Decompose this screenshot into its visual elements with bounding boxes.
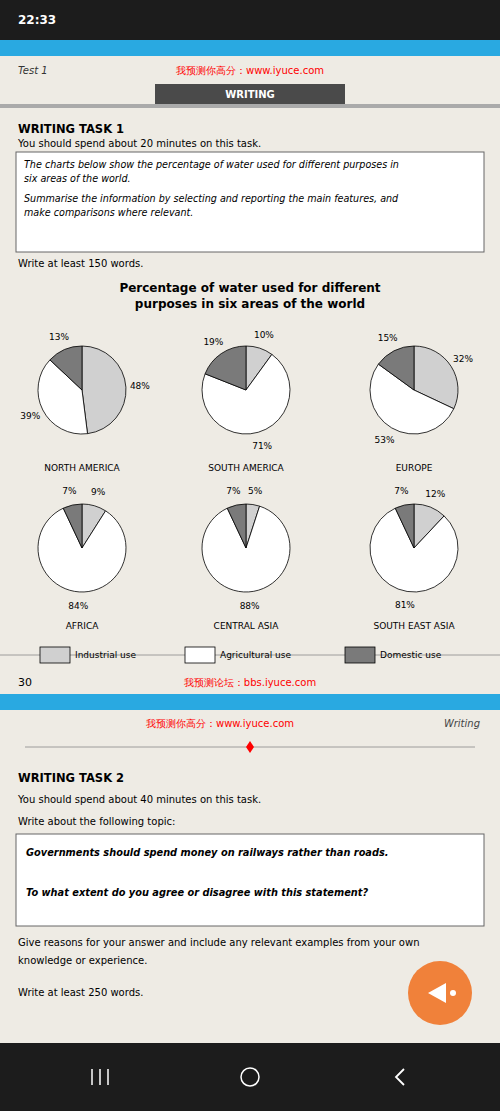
pie-slice (395, 504, 414, 548)
annotation: 22:33 (18, 13, 56, 27)
pie-slice (378, 346, 414, 390)
annotation: Test 1 (18, 65, 48, 76)
pie (202, 504, 290, 592)
annotation: Governments should spend money on railwa… (26, 847, 389, 858)
legend-swatch (345, 647, 375, 663)
data-label: 19% (203, 337, 223, 347)
data-label: 13% (49, 332, 69, 342)
page: 22:33 Test 1 我预测你高分：www.iyuce.com WRITING WR… (0, 0, 500, 1111)
pie-name: EUROPE (396, 463, 433, 473)
legend-swatch (185, 647, 215, 663)
data-label: 7% (62, 486, 77, 496)
pie-slice (50, 346, 82, 390)
divider-diamond (246, 741, 254, 753)
pie-slice (227, 504, 246, 548)
annotation: To what extent do you agree or disagree … (26, 887, 368, 898)
task-box (16, 834, 484, 926)
nav-menu-button[interactable] (99, 1069, 101, 1085)
pie-name: SOUTH AMERICA (208, 463, 284, 473)
data-label: 84% (68, 601, 88, 611)
band (0, 694, 500, 710)
annotation: WRITING TASK 2 (18, 771, 124, 785)
pie-name: NORTH AMERICA (44, 463, 120, 473)
annotation: 我预测论坛：bbs.iyuce.com (184, 677, 316, 688)
annotation: WRITING TASK 1 (18, 122, 124, 136)
pie-name: CENTRAL ASIA (214, 621, 280, 631)
data-label: 5% (248, 486, 263, 496)
annotation: You should spend about 20 minutes on thi… (17, 138, 261, 149)
status-bar (0, 0, 500, 40)
data-label: 71% (252, 441, 272, 451)
data-label: 12% (425, 489, 445, 499)
data-label: 15% (378, 333, 398, 343)
pie (370, 346, 458, 434)
annotation: 我预测你高分：www.iyuce.com (176, 65, 324, 76)
annotation: make comparisons where relevant. (24, 207, 193, 218)
nav-menu-button[interactable] (107, 1069, 109, 1085)
pie-slice (63, 504, 82, 548)
annotation: Write at least 250 words. (18, 987, 143, 998)
data-label: 81% (395, 600, 415, 610)
pie (202, 346, 290, 434)
annotation: 30 (18, 676, 32, 689)
pie (38, 504, 126, 592)
legend-swatch (40, 647, 70, 663)
nav-menu-button[interactable] (91, 1069, 93, 1085)
chart-title: Percentage of water used for different (119, 281, 380, 295)
annotation: The charts below show the percentage of … (24, 159, 399, 170)
task-box (16, 152, 484, 252)
annotation: 我预测你高分：www.iyuce.com (146, 718, 294, 729)
annotation: knowledge or experience. (18, 955, 147, 966)
annotation: Summarise the information by selecting a… (24, 193, 399, 204)
pie-slice (205, 346, 246, 390)
legend-entry: Industrial use (75, 650, 136, 660)
legend-entry: Domestic use (380, 650, 442, 660)
annotation: Give reasons for your answer and include… (18, 937, 420, 948)
data-label: 7% (226, 486, 241, 496)
top-band (0, 40, 500, 56)
data-label: 48% (130, 381, 150, 391)
annotation: Writing (444, 718, 480, 729)
data-label: 7% (394, 486, 409, 496)
pie-slice (82, 346, 126, 434)
data-label: 53% (374, 435, 394, 445)
share-icon (450, 990, 456, 996)
nav-back-button[interactable] (396, 1069, 404, 1085)
pie (370, 504, 458, 592)
pie (38, 346, 126, 434)
data-label: 39% (20, 411, 40, 421)
nav-bar (0, 1043, 500, 1111)
annotation: Write at least 150 words. (18, 258, 143, 269)
pie-name: SOUTH EAST ASIA (373, 621, 455, 631)
background (0, 0, 500, 1111)
separator (0, 104, 500, 108)
data-label: 9% (91, 487, 106, 497)
data-label: 32% (453, 354, 473, 364)
data-label: 10% (254, 330, 274, 340)
annotation: six areas of the world. (24, 173, 131, 184)
nav-home-button[interactable] (241, 1068, 259, 1086)
chart-subtitle: purposes in six areas of the world (135, 297, 365, 311)
share-icon (428, 983, 446, 1003)
section-bar (155, 84, 345, 104)
annotation: WRITING (225, 89, 275, 100)
pie-name: AFRICA (66, 621, 100, 631)
annotation: You should spend about 40 minutes on thi… (17, 794, 261, 805)
share-button[interactable] (408, 961, 472, 1025)
annotation: Write about the following topic: (18, 816, 175, 827)
legend-entry: Agricultural use (220, 650, 291, 660)
data-label: 88% (240, 601, 260, 611)
